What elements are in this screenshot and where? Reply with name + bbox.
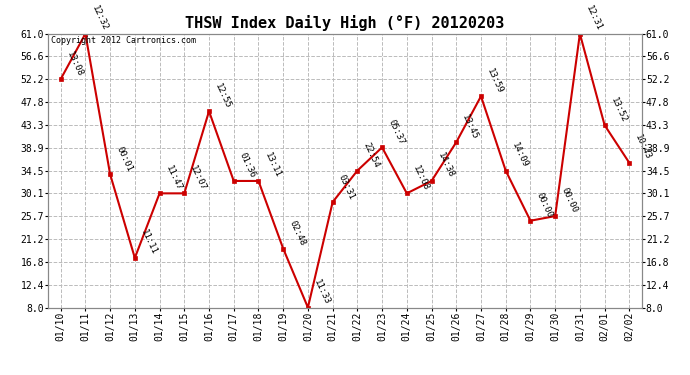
Text: 05:37: 05:37 xyxy=(386,118,406,146)
Text: 03:31: 03:31 xyxy=(337,172,356,201)
Text: 00:00: 00:00 xyxy=(535,191,554,219)
Text: 13:59: 13:59 xyxy=(485,67,504,95)
Text: 12:55: 12:55 xyxy=(213,82,233,110)
Text: 12:31: 12:31 xyxy=(584,4,604,32)
Text: 10:43: 10:43 xyxy=(633,134,653,162)
Text: 12:32: 12:32 xyxy=(90,4,109,32)
Title: THSW Index Daily High (°F) 20120203: THSW Index Daily High (°F) 20120203 xyxy=(186,15,504,31)
Text: 13:52: 13:52 xyxy=(609,96,629,124)
Text: 13:08: 13:08 xyxy=(65,50,84,78)
Text: 00:00: 00:00 xyxy=(560,186,579,215)
Text: 22:54: 22:54 xyxy=(362,141,381,169)
Text: 12:08: 12:08 xyxy=(411,164,431,192)
Text: 11:47: 11:47 xyxy=(164,164,184,192)
Text: Copyright 2012 Cartronics.com: Copyright 2012 Cartronics.com xyxy=(51,36,196,45)
Text: 13:11: 13:11 xyxy=(263,152,282,180)
Text: 02:48: 02:48 xyxy=(287,219,307,247)
Text: 14:38: 14:38 xyxy=(435,152,455,180)
Text: 13:45: 13:45 xyxy=(460,112,480,141)
Text: 11:33: 11:33 xyxy=(312,278,332,306)
Text: 11:11: 11:11 xyxy=(139,228,159,256)
Text: 12:07: 12:07 xyxy=(188,164,208,192)
Text: 00:01: 00:01 xyxy=(115,145,134,173)
Text: 01:36: 01:36 xyxy=(238,152,257,180)
Text: 14:09: 14:09 xyxy=(510,141,529,169)
